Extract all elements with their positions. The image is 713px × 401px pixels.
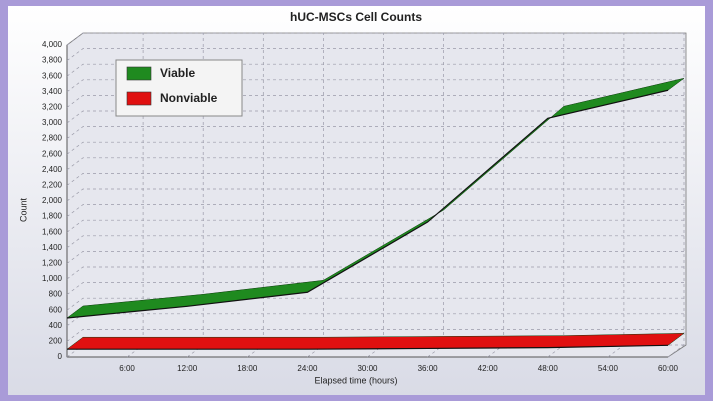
y-tick-label: 3,600 <box>42 71 63 80</box>
y-tick-label: 1,200 <box>42 259 63 268</box>
y-tick-label: 3,200 <box>42 103 63 112</box>
y-tick-label: 200 <box>49 337 63 346</box>
y-tick-label: 3,000 <box>42 118 63 127</box>
y-tick-label: 2,200 <box>42 181 63 190</box>
x-tick-label: 30:00 <box>357 364 378 373</box>
legend-swatch <box>126 91 152 106</box>
y-tick-label: 2,600 <box>42 149 63 158</box>
x-tick-label: 24:00 <box>297 364 318 373</box>
grid-line <box>66 141 686 155</box>
grid-line <box>66 329 686 342</box>
y-tick-label: 0 <box>58 352 63 361</box>
grid-line <box>66 63 686 77</box>
x-tick-label: 18:00 <box>237 364 258 373</box>
y-tick-label: 2,800 <box>42 134 63 143</box>
y-tick-label: 1,000 <box>42 274 63 283</box>
x-tick-label: 6:00 <box>119 364 135 373</box>
legend-swatch <box>126 66 152 81</box>
series-line <box>67 344 669 350</box>
grid-line <box>66 95 686 108</box>
grid-line <box>667 33 685 358</box>
y-tick-label: 1,800 <box>42 212 63 221</box>
y-tick-label: 2,000 <box>42 196 63 205</box>
grid-line <box>66 157 686 171</box>
y-tick-label: 800 <box>49 290 63 299</box>
grid-line <box>66 188 686 202</box>
y-tick-label: 600 <box>49 305 63 314</box>
chart-title: hUC-MSCs Cell Counts <box>290 10 422 24</box>
legend-label: Viable <box>160 66 195 80</box>
grid-line <box>66 251 686 264</box>
y-tick-label: 3,800 <box>42 56 63 65</box>
y-tick-label: 3,400 <box>42 87 63 96</box>
y-tick-label: 2,400 <box>42 165 63 174</box>
x-tick-label: 54:00 <box>598 364 619 373</box>
x-axis-label: Elapsed time (hours) <box>314 375 397 385</box>
y-tick-label: 4,000 <box>42 40 63 49</box>
grid-line <box>66 204 686 217</box>
grid-line <box>66 297 686 311</box>
x-tick-label: 48:00 <box>538 364 559 373</box>
grid-line <box>66 282 686 295</box>
x-tick-label: 42:00 <box>478 364 499 373</box>
grid-line <box>66 110 686 124</box>
grid-line <box>66 32 686 46</box>
x-tick-label: 12:00 <box>177 364 198 373</box>
grid-line <box>66 219 686 233</box>
legend-label: Nonviable <box>160 91 218 105</box>
grid-line <box>66 235 686 249</box>
y-tick-label: 1,400 <box>42 243 63 252</box>
x-tick-label: 36:00 <box>418 364 439 373</box>
series-line <box>66 89 669 319</box>
y-tick-label: 400 <box>49 321 63 330</box>
grid-line <box>66 79 686 93</box>
grid-line <box>66 48 686 61</box>
grid-line <box>66 126 686 139</box>
y-axis-label: Count <box>18 198 28 223</box>
grid-line <box>66 266 686 280</box>
x-tick-label: 60:00 <box>658 364 679 373</box>
y-tick-label: 1,600 <box>42 227 63 236</box>
